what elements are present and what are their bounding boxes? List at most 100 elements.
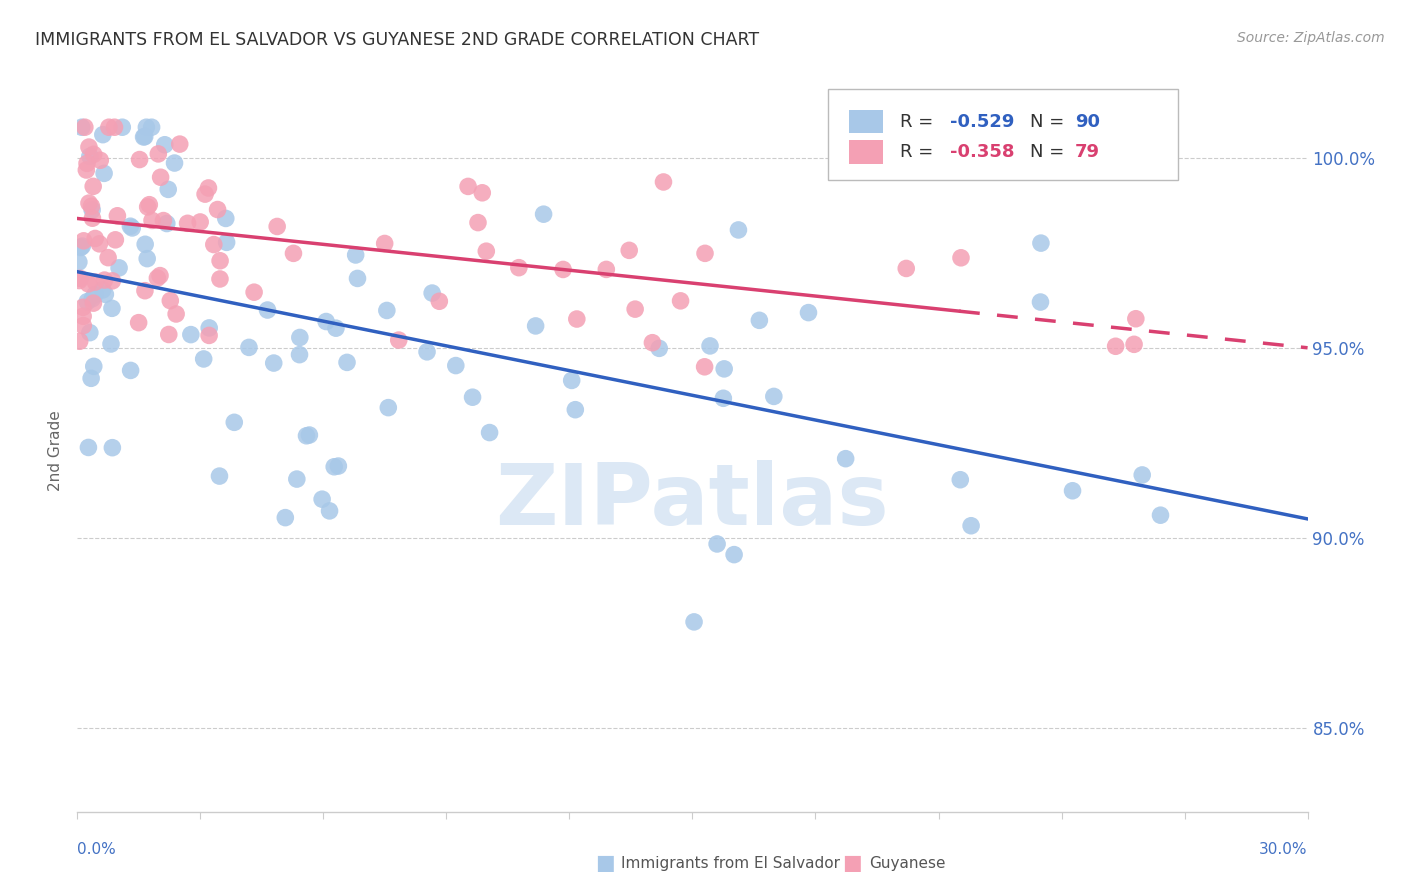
Point xyxy=(467,216,489,230)
Point xyxy=(69,240,91,254)
Text: 79: 79 xyxy=(1076,143,1099,161)
Point xyxy=(159,293,181,308)
Text: ■: ■ xyxy=(595,854,614,873)
Point xyxy=(336,355,359,369)
Point xyxy=(67,255,90,269)
Point xyxy=(149,268,172,283)
Point xyxy=(97,251,120,265)
Point xyxy=(72,234,94,248)
Point xyxy=(1149,508,1171,523)
Text: R =: R = xyxy=(900,143,939,161)
Point xyxy=(72,301,94,315)
Point xyxy=(315,314,337,328)
Point xyxy=(91,128,114,142)
Point xyxy=(224,415,246,429)
Point xyxy=(375,303,398,318)
Point xyxy=(165,307,187,321)
Point xyxy=(388,333,411,347)
Point xyxy=(565,312,588,326)
Point xyxy=(711,392,734,406)
Point xyxy=(713,362,735,376)
Point xyxy=(723,548,745,562)
Point xyxy=(949,251,972,265)
Point xyxy=(80,371,103,385)
Text: Guyanese: Guyanese xyxy=(869,856,945,871)
Point xyxy=(478,425,501,440)
Text: IMMIGRANTS FROM EL SALVADOR VS GUYANESE 2ND GRADE CORRELATION CHART: IMMIGRANTS FROM EL SALVADOR VS GUYANESE … xyxy=(35,31,759,49)
Point xyxy=(73,120,96,135)
Point xyxy=(1029,236,1052,251)
Point xyxy=(1104,339,1126,353)
Point xyxy=(108,260,131,275)
Point xyxy=(346,271,368,285)
Point xyxy=(693,359,716,374)
Text: ■: ■ xyxy=(842,854,862,873)
Point xyxy=(323,459,346,474)
Point xyxy=(157,327,180,342)
Point xyxy=(77,196,100,211)
Point xyxy=(136,200,159,214)
Point xyxy=(100,337,122,351)
Point xyxy=(834,451,856,466)
Point xyxy=(461,390,484,404)
Point xyxy=(960,518,983,533)
Text: N =: N = xyxy=(1029,143,1070,161)
Point xyxy=(624,302,647,317)
Point xyxy=(188,215,211,229)
Text: R =: R = xyxy=(900,112,939,131)
Point xyxy=(263,356,285,370)
Text: 0.0%: 0.0% xyxy=(77,842,117,857)
Point xyxy=(105,209,128,223)
Point xyxy=(533,207,555,221)
Point xyxy=(67,274,90,288)
Point xyxy=(82,179,104,194)
Point xyxy=(82,296,104,310)
Point xyxy=(207,202,229,217)
Point xyxy=(374,236,396,251)
Point xyxy=(91,283,114,297)
Point xyxy=(84,287,107,301)
Point xyxy=(748,313,770,327)
Point xyxy=(243,285,266,300)
Point xyxy=(77,277,100,291)
Point xyxy=(72,318,94,333)
Point xyxy=(344,248,367,262)
Point xyxy=(561,373,583,387)
Point xyxy=(128,153,150,167)
Point xyxy=(79,326,101,340)
Point xyxy=(208,469,231,483)
Point xyxy=(93,166,115,180)
Point xyxy=(79,149,101,163)
Point xyxy=(136,252,159,266)
Point xyxy=(83,147,105,161)
Point xyxy=(153,137,176,152)
Point xyxy=(551,262,574,277)
Bar xyxy=(849,141,883,163)
Point xyxy=(475,244,498,259)
Point xyxy=(101,274,124,288)
Point xyxy=(298,428,321,442)
Point xyxy=(1123,337,1146,351)
Point xyxy=(595,262,617,277)
Point xyxy=(77,140,100,154)
Point xyxy=(283,246,305,260)
Point xyxy=(288,330,311,344)
Point xyxy=(198,321,221,335)
Point xyxy=(84,275,107,289)
Point xyxy=(457,179,479,194)
Point xyxy=(80,199,103,213)
Point xyxy=(471,186,494,200)
Point xyxy=(274,510,297,524)
Point xyxy=(180,327,202,342)
Point xyxy=(101,441,124,455)
Point xyxy=(163,156,186,170)
Point xyxy=(288,348,311,362)
Point xyxy=(101,301,124,316)
Point xyxy=(134,237,156,252)
Point xyxy=(146,271,169,285)
Point xyxy=(94,287,117,301)
Point xyxy=(141,213,163,227)
Point xyxy=(896,261,918,276)
Point xyxy=(104,233,127,247)
Point xyxy=(1062,483,1084,498)
